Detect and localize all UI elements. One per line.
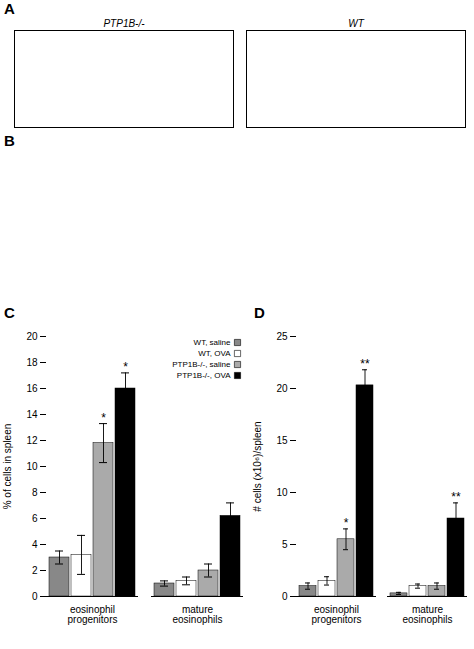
svg-text:2: 2	[32, 565, 38, 576]
svg-text:*: *	[344, 516, 349, 530]
html-text:PTP1B-/-: PTP1B-/-	[103, 18, 145, 29]
svg-text:12: 12	[26, 435, 38, 446]
svg-text:*: *	[123, 360, 128, 374]
svg-text:8: 8	[32, 487, 38, 498]
svg-text:20: 20	[26, 331, 38, 342]
svg-text:25: 25	[276, 331, 288, 342]
svg-text:4: 4	[32, 539, 38, 550]
html-text:WT: WT	[348, 18, 364, 29]
svg-text:matureeosinophils: matureeosinophils	[402, 604, 452, 625]
html-text:C: C	[4, 304, 15, 321]
svg-text:0: 0	[282, 591, 288, 602]
svg-text:% of cells in spleen: % of cells in spleen	[2, 424, 13, 510]
html-text:A: A	[4, 0, 15, 17]
svg-text:PTP1B-/-, OVA: PTP1B-/-, OVA	[177, 371, 231, 380]
svg-text:*: *	[101, 411, 106, 425]
svg-text:WT, saline: WT, saline	[194, 338, 231, 347]
svg-text:WT, OVA: WT, OVA	[198, 349, 231, 358]
svg-text:eosinophilprogenitors: eosinophilprogenitors	[67, 604, 117, 625]
svg-text:14: 14	[26, 409, 38, 420]
svg-text:# cells (x10⁶)/spleen: # cells (x10⁶)/spleen	[252, 421, 263, 511]
svg-text:PTP1B-/-, saline: PTP1B-/-, saline	[172, 360, 231, 369]
html-text:D: D	[254, 304, 265, 321]
svg-text:**: **	[451, 490, 461, 504]
html-text:B: B	[4, 132, 15, 149]
svg-text:18: 18	[26, 357, 38, 368]
svg-text:20: 20	[276, 383, 288, 394]
svg-text:5: 5	[282, 539, 288, 550]
svg-text:0: 0	[32, 591, 38, 602]
svg-text:**: **	[360, 357, 370, 371]
svg-text:6: 6	[32, 513, 38, 524]
svg-text:matureeosinophils: matureeosinophils	[172, 604, 222, 625]
svg-text:eosinophilprogenitors: eosinophilprogenitors	[311, 604, 361, 625]
svg-text:15: 15	[276, 435, 288, 446]
svg-text:10: 10	[26, 461, 38, 472]
svg-text:16: 16	[26, 383, 38, 394]
svg-text:10: 10	[276, 487, 288, 498]
